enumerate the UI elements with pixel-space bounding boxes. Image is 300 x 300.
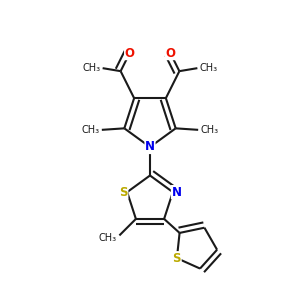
Text: CH₃: CH₃ bbox=[99, 233, 117, 243]
Text: CH₃: CH₃ bbox=[81, 125, 99, 135]
Text: S: S bbox=[119, 186, 128, 199]
Text: CH₃: CH₃ bbox=[82, 63, 100, 73]
Text: CH₃: CH₃ bbox=[201, 125, 219, 135]
Text: CH₃: CH₃ bbox=[200, 63, 218, 73]
Text: O: O bbox=[165, 47, 176, 60]
Text: O: O bbox=[124, 47, 135, 60]
Text: N: N bbox=[171, 186, 182, 199]
Text: S: S bbox=[172, 252, 181, 265]
Text: N: N bbox=[145, 140, 155, 154]
